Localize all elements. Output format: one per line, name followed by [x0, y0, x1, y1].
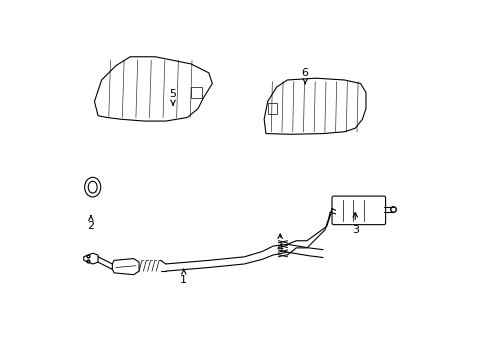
Text: 2: 2 [87, 216, 94, 231]
Text: 1: 1 [180, 269, 187, 285]
Text: 6: 6 [301, 68, 308, 84]
Text: 3: 3 [351, 213, 358, 235]
Text: 4: 4 [276, 234, 283, 253]
Text: 5: 5 [169, 89, 176, 105]
